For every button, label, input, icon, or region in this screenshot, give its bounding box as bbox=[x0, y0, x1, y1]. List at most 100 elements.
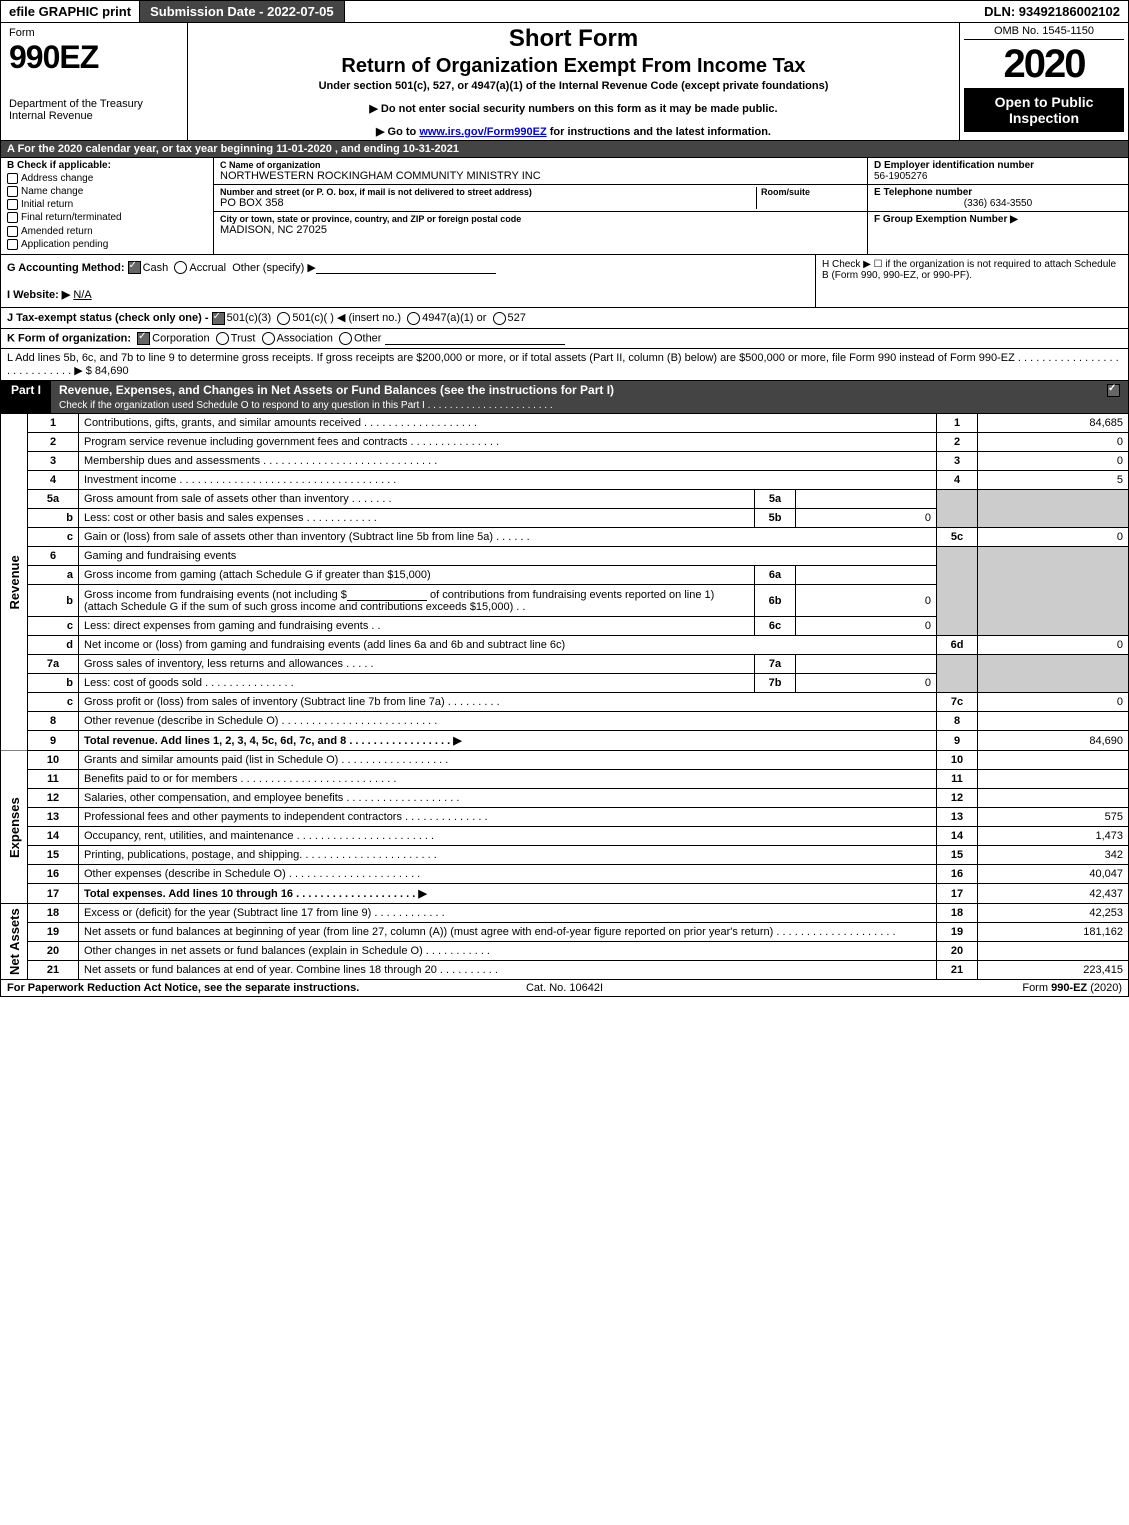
title-return: Return of Organization Exempt From Incom… bbox=[194, 55, 953, 78]
c-city-label: City or town, state or province, country… bbox=[220, 214, 861, 224]
k-assoc: Association bbox=[277, 332, 333, 344]
footer-center: Cat. No. 10642I bbox=[379, 982, 751, 994]
c-addr-value: PO BOX 358 bbox=[220, 197, 756, 209]
j-501c: 501(c)( ) ◀ (insert no.) bbox=[292, 312, 401, 324]
chk-pending[interactable]: Application pending bbox=[7, 239, 207, 250]
chk-name-change[interactable]: Name change bbox=[7, 186, 207, 197]
c-city-value: MADISON, NC 27025 bbox=[220, 224, 861, 236]
line-14: 14Occupancy, rent, utilities, and mainte… bbox=[1, 827, 1129, 846]
k-other-check[interactable] bbox=[339, 332, 352, 345]
chk-address-change[interactable]: Address change bbox=[7, 173, 207, 184]
sidebar-expenses: Expenses bbox=[1, 751, 28, 904]
line-12: 12Salaries, other compensation, and empl… bbox=[1, 789, 1129, 808]
c-room-label: Room/suite bbox=[761, 187, 861, 197]
instr-2-pre: ▶ Go to bbox=[376, 126, 419, 138]
dln-label: DLN: 93492186002102 bbox=[976, 1, 1128, 22]
g-accrual-check[interactable] bbox=[174, 261, 187, 274]
line-16: 16Other expenses (describe in Schedule O… bbox=[1, 865, 1129, 884]
k-pre: K Form of organization: bbox=[7, 332, 131, 344]
c-name-label: C Name of organization bbox=[220, 160, 861, 170]
k-assoc-check[interactable] bbox=[262, 332, 275, 345]
f-label: F Group Exemption Number ▶ bbox=[874, 214, 1018, 225]
d-label: D Employer identification number bbox=[874, 160, 1122, 171]
line-2: 2Program service revenue including gover… bbox=[1, 433, 1129, 452]
g-accrual: Accrual bbox=[189, 262, 226, 274]
footer-left: For Paperwork Reduction Act Notice, see … bbox=[7, 982, 379, 994]
part-i-title: Revenue, Expenses, and Changes in Net As… bbox=[59, 383, 614, 397]
form-header: Form 990EZ Department of the Treasury In… bbox=[0, 23, 1129, 141]
section-c: C Name of organization NORTHWESTERN ROCK… bbox=[214, 158, 867, 254]
k-other: Other bbox=[354, 332, 382, 344]
form-word: Form bbox=[9, 27, 179, 39]
g-cash-check[interactable] bbox=[128, 261, 141, 274]
j-pre: J Tax-exempt status (check only one) - bbox=[7, 312, 212, 324]
row-k: K Form of organization: Corporation Trus… bbox=[0, 329, 1129, 349]
top-bar: efile GRAPHIC print Submission Date - 20… bbox=[0, 0, 1129, 23]
line-13: 13Professional fees and other payments t… bbox=[1, 808, 1129, 827]
e-label: E Telephone number bbox=[874, 187, 1122, 198]
k-corp-check[interactable] bbox=[137, 332, 150, 345]
g-cash: Cash bbox=[143, 262, 169, 274]
submission-date: Submission Date - 2022-07-05 bbox=[140, 1, 345, 22]
j-501c3-check[interactable] bbox=[212, 312, 225, 325]
efile-label[interactable]: efile GRAPHIC print bbox=[1, 1, 140, 22]
line-8: 8Other revenue (describe in Schedule O) … bbox=[1, 712, 1129, 731]
section-a: A For the 2020 calendar year, or tax yea… bbox=[0, 141, 1129, 158]
title-subtext: Under section 501(c), 527, or 4947(a)(1)… bbox=[194, 80, 953, 92]
chk-amended[interactable]: Amended return bbox=[7, 226, 207, 237]
line-6d: dNet income or (loss) from gaming and fu… bbox=[1, 636, 1129, 655]
part-i-sub: Check if the organization used Schedule … bbox=[59, 400, 553, 411]
dept-irs: Internal Revenue bbox=[9, 110, 179, 122]
line-20: 20Other changes in net assets or fund ba… bbox=[1, 942, 1129, 961]
j-527: 527 bbox=[508, 312, 526, 324]
row-l: L Add lines 5b, 6c, and 7b to line 9 to … bbox=[0, 349, 1129, 381]
k-trust-check[interactable] bbox=[216, 332, 229, 345]
irs-link[interactable]: www.irs.gov/Form990EZ bbox=[419, 126, 546, 138]
tax-year: 2020 bbox=[964, 44, 1124, 84]
c-addr-label: Number and street (or P. O. box, if mail… bbox=[220, 187, 756, 197]
line-17: 17Total expenses. Add lines 10 through 1… bbox=[1, 884, 1129, 904]
section-def: D Employer identification number 56-1905… bbox=[867, 158, 1128, 254]
part-i-label: Part I bbox=[1, 381, 51, 413]
line-21: 21Net assets or fund balances at end of … bbox=[1, 961, 1129, 980]
k-corp: Corporation bbox=[152, 332, 209, 344]
instr-2-post: for instructions and the latest informat… bbox=[547, 126, 771, 138]
header-center: Short Form Return of Organization Exempt… bbox=[188, 23, 959, 140]
j-4947-check[interactable] bbox=[407, 312, 420, 325]
section-b: B Check if applicable: Address change Na… bbox=[1, 158, 214, 254]
line-9: 9Total revenue. Add lines 1, 2, 3, 4, 5c… bbox=[1, 731, 1129, 751]
part-i-check[interactable] bbox=[1107, 384, 1120, 397]
chk-initial-return[interactable]: Initial return bbox=[7, 199, 207, 210]
block-bcdef: B Check if applicable: Address change Na… bbox=[0, 158, 1129, 255]
lines-table: Revenue 1Contributions, gifts, grants, a… bbox=[0, 414, 1129, 980]
g-other-input[interactable] bbox=[316, 261, 496, 274]
instr-1: ▶ Do not enter social security numbers o… bbox=[194, 102, 953, 115]
footer-right: Form 990-EZ (2020) bbox=[750, 982, 1122, 994]
j-4947: 4947(a)(1) or bbox=[422, 312, 486, 324]
line-1: Revenue 1Contributions, gifts, grants, a… bbox=[1, 414, 1129, 433]
j-501c-check[interactable] bbox=[277, 312, 290, 325]
header-right: OMB No. 1545-1150 2020 Open to Public In… bbox=[959, 23, 1128, 140]
line-7c: cGross profit or (loss) from sales of in… bbox=[1, 693, 1129, 712]
sidebar-revenue: Revenue bbox=[1, 414, 28, 751]
line-10: Expenses 10Grants and similar amounts pa… bbox=[1, 751, 1129, 770]
page-footer: For Paperwork Reduction Act Notice, see … bbox=[0, 980, 1129, 997]
title-shortform: Short Form bbox=[194, 25, 953, 53]
instr-2: ▶ Go to www.irs.gov/Form990EZ for instru… bbox=[194, 125, 953, 138]
d-value: 56-1905276 bbox=[874, 171, 1122, 182]
sidebar-netassets: Net Assets bbox=[1, 904, 28, 980]
chk-final-return[interactable]: Final return/terminated bbox=[7, 212, 207, 223]
dept-treasury: Department of the Treasury bbox=[9, 98, 179, 110]
c-name-value: NORTHWESTERN ROCKINGHAM COMMUNITY MINIST… bbox=[220, 170, 861, 182]
line-4: 4Investment income . . . . . . . . . . .… bbox=[1, 471, 1129, 490]
j-527-check[interactable] bbox=[493, 312, 506, 325]
k-other-input[interactable] bbox=[385, 332, 565, 345]
line-3: 3Membership dues and assessments . . . .… bbox=[1, 452, 1129, 471]
g-label: G Accounting Method: bbox=[7, 262, 125, 274]
line-11: 11Benefits paid to or for members . . . … bbox=[1, 770, 1129, 789]
form-number: 990EZ bbox=[9, 39, 179, 76]
row-j: J Tax-exempt status (check only one) - 5… bbox=[0, 308, 1129, 329]
j-501c3: 501(c)(3) bbox=[227, 312, 272, 324]
header-left: Form 990EZ Department of the Treasury In… bbox=[1, 23, 188, 140]
line-7a: 7aGross sales of inventory, less returns… bbox=[1, 655, 1129, 674]
